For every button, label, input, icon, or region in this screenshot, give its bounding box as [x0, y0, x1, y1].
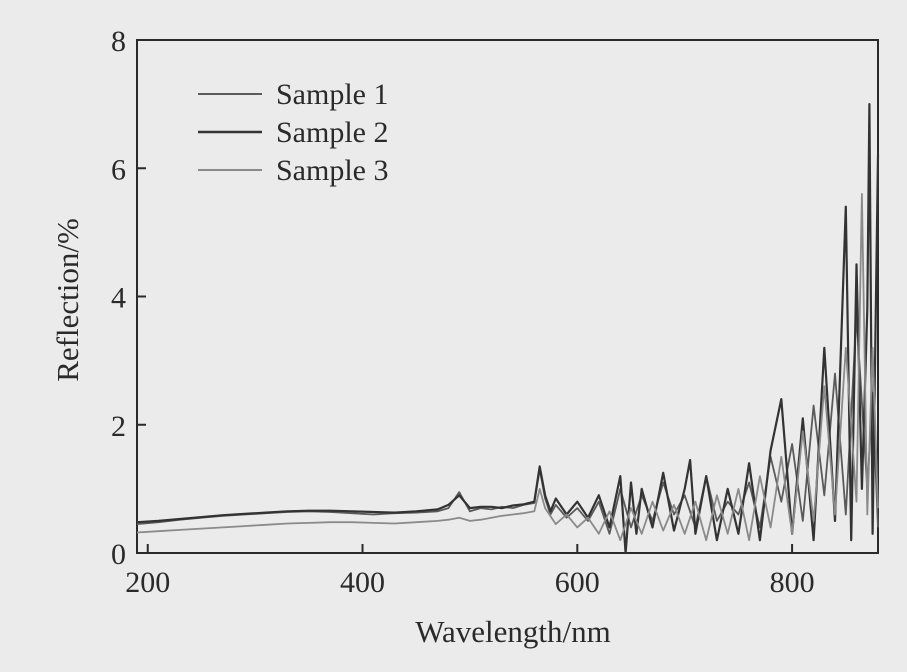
x-tick-label: 800: [770, 566, 815, 599]
series-line-1: [136, 314, 879, 535]
y-axis-ticks: 0 2 4 6 8: [111, 25, 146, 571]
y-tick-label: 8: [111, 25, 126, 58]
series-layer: [136, 102, 880, 555]
legend: Sample 1 Sample 2 Sample 3: [198, 78, 389, 187]
legend-label-1: Sample 1: [276, 78, 389, 111]
series-line-2: [136, 102, 880, 555]
y-tick-label: 6: [111, 153, 126, 186]
x-axis-title: Wavelength/nm: [415, 614, 611, 649]
legend-label-2: Sample 2: [276, 116, 389, 149]
legend-label-3: Sample 3: [276, 154, 389, 187]
x-tick-label: 600: [555, 566, 600, 599]
x-tick-label: 200: [125, 566, 170, 599]
series-line-3: [136, 192, 879, 542]
y-tick-label: 2: [111, 410, 126, 443]
x-axis-ticks: 200 400 600 800: [125, 544, 815, 599]
y-axis-title: Reflection/%: [50, 218, 85, 382]
y-tick-label: 0: [111, 538, 126, 571]
y-tick-label: 4: [111, 282, 126, 315]
x-tick-label: 400: [340, 566, 385, 599]
